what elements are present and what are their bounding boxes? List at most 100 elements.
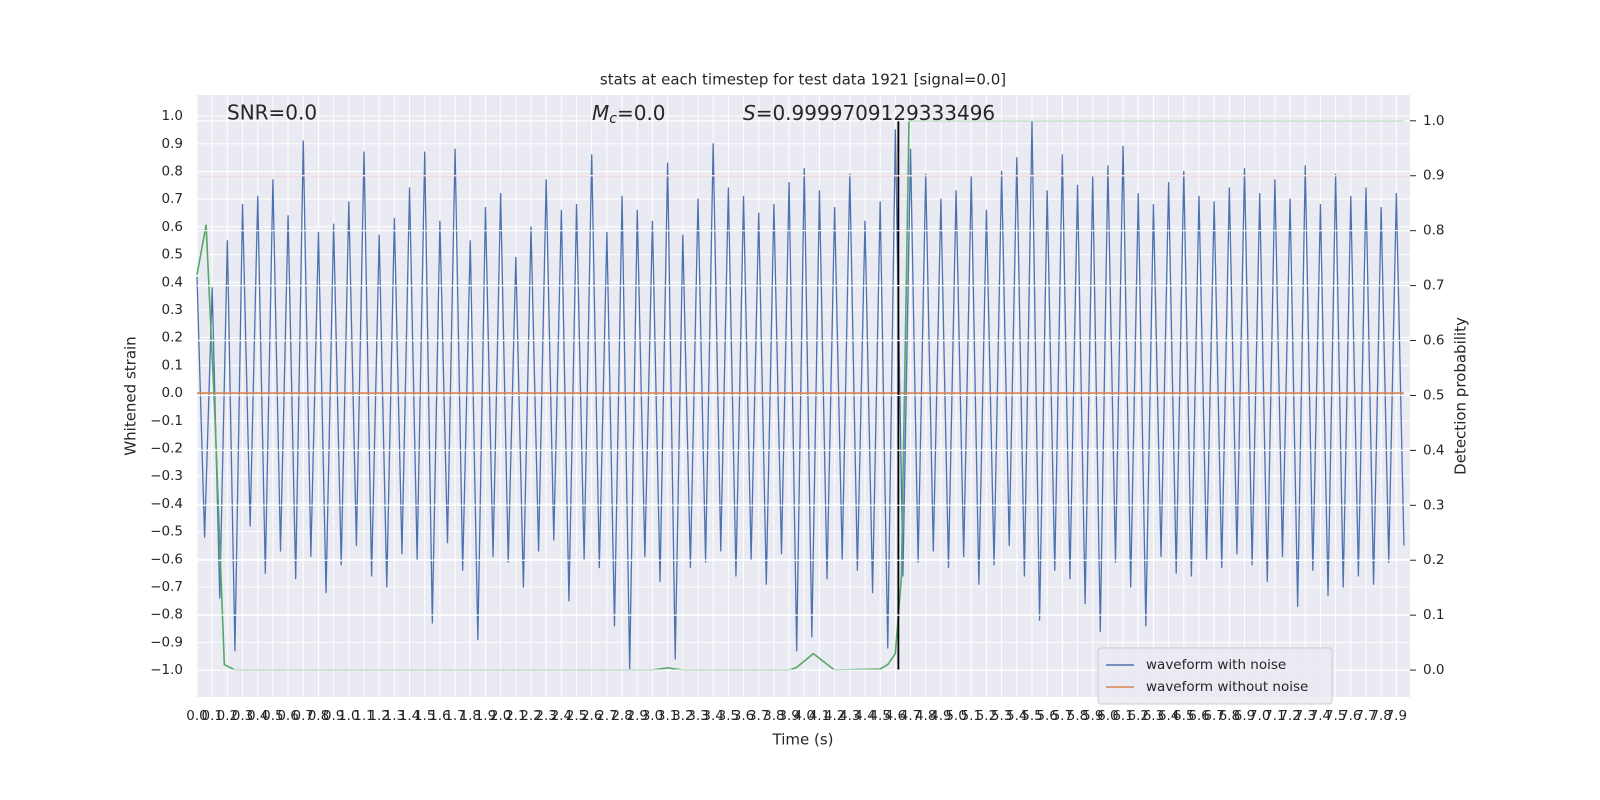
x-tick-label: 3.9: [778, 708, 799, 724]
x-tick-label: 6.3: [1143, 708, 1164, 724]
y-tick-label: 0.4: [162, 274, 183, 290]
y-tick-label: −0.4: [150, 496, 183, 512]
x-tick-label: 3.3: [687, 708, 708, 724]
x-tick-label: 1.9: [475, 708, 496, 724]
y2-tick-label: 0.0: [1423, 662, 1444, 678]
x-tick-label: 1.8: [460, 708, 481, 724]
x-tick-label: 7.2: [1279, 708, 1300, 724]
x-tick-label: 7.0: [1249, 708, 1270, 724]
y-tick-label: −0.6: [150, 551, 183, 567]
x-tick-label: 6.0: [1097, 708, 1118, 724]
y-tick-label: 0.3: [162, 302, 183, 318]
annotation-subscript: c: [609, 111, 617, 127]
x-tick-label: 1.2: [368, 708, 389, 724]
x-tick-label: 6.4: [1158, 708, 1179, 724]
x-tick-label: 4.2: [824, 708, 845, 724]
annotation-text: =0.9999709129333496: [756, 101, 995, 125]
x-tick-label: 1.5: [414, 708, 435, 724]
y-tick-label: 0.7: [162, 191, 183, 207]
x-tick-label: 4.0: [794, 708, 815, 724]
annotation-symbol: S: [743, 101, 756, 125]
legend-label: waveform without noise: [1146, 679, 1308, 695]
x-tick-label: 0.3: [232, 708, 253, 724]
x-tick-label: 4.9: [930, 708, 951, 724]
x-tick-label: 5.3: [991, 708, 1012, 724]
x-tick-label: 5.5: [1021, 708, 1042, 724]
x-tick-label: 3.5: [718, 708, 739, 724]
x-tick-label: 6.9: [1234, 708, 1255, 724]
y-tick-label: 0.1: [162, 357, 183, 373]
series-line: [196, 120, 1405, 671]
x-tick-label: 7.8: [1370, 708, 1391, 724]
x-tick-label: 2.4: [551, 708, 572, 724]
annotation-symbol: M: [592, 101, 609, 125]
y2-tick-label: 0.4: [1423, 442, 1444, 458]
y-tick-label: −0.2: [150, 440, 183, 456]
legend-label: waveform with noise: [1146, 657, 1286, 673]
x-tick-label: 0.1: [201, 708, 222, 724]
annotation: SNR=0.0: [227, 101, 317, 125]
x-tick-label: 1.6: [429, 708, 450, 724]
x-tick-label: 4.8: [915, 708, 936, 724]
x-tick-label: 4.6: [885, 708, 906, 724]
x-tick-label: 2.9: [627, 708, 648, 724]
y-tick-label: −0.7: [150, 579, 183, 595]
y-axis-label: Whitened strain: [122, 336, 140, 455]
x-tick-label: 1.0: [338, 708, 359, 724]
x-tick-label: 2.3: [535, 708, 556, 724]
y2-tick-label: 0.5: [1423, 387, 1444, 403]
x-tick-label: 2.0: [490, 708, 511, 724]
x-tick-label: 3.4: [702, 708, 723, 724]
x-tick-label: 6.6: [1188, 708, 1209, 724]
x-tick-label: 5.1: [961, 708, 982, 724]
x-tick-label: 5.0: [945, 708, 966, 724]
x-tick-label: 0.7: [293, 708, 314, 724]
x-tick-label: 4.5: [869, 708, 890, 724]
x-tick-label: 1.3: [384, 708, 405, 724]
x-tick-label: 5.2: [976, 708, 997, 724]
y2-tick-label: 0.3: [1423, 497, 1444, 513]
x-tick-label: 7.1: [1264, 708, 1285, 724]
y-tick-label: 0.0: [162, 385, 183, 401]
legend-box: [1097, 647, 1333, 705]
series-line: [196, 120, 1404, 671]
y-tick-label: −0.8: [150, 607, 183, 623]
x-tick-label: 7.7: [1355, 708, 1376, 724]
x-tick-label: 0.2: [217, 708, 238, 724]
y2-axis-label: Detection probability: [1452, 317, 1470, 475]
y-tick-label: −0.1: [150, 413, 183, 429]
y2-tick-label: 0.7: [1423, 278, 1444, 294]
x-tick-label: 4.3: [839, 708, 860, 724]
x-tick-label: 6.1: [1112, 708, 1133, 724]
y-tick-label: 0.5: [162, 247, 183, 263]
x-tick-label: 7.4: [1310, 708, 1331, 724]
y-tick-label: −0.3: [150, 468, 183, 484]
x-tick-label: 3.7: [748, 708, 769, 724]
y2-tick-label: 1.0: [1423, 113, 1444, 129]
annotation: Mc=0.0: [592, 101, 666, 128]
chart-title: stats at each timestep for test data 192…: [600, 71, 1006, 89]
x-tick-label: 3.6: [733, 708, 754, 724]
x-tick-label: 5.6: [1036, 708, 1057, 724]
y2-tick-label: 0.8: [1423, 223, 1444, 239]
y2-tick-label: 0.1: [1423, 607, 1444, 623]
x-tick-label: 5.9: [1082, 708, 1103, 724]
x-tick-label: 0.9: [323, 708, 344, 724]
x-tick-label: 2.1: [505, 708, 526, 724]
y-tick-label: −1.0: [150, 662, 183, 678]
x-tick-label: 0.5: [262, 708, 283, 724]
x-tick-label: 0.0: [186, 708, 207, 724]
x-tick-label: 7.6: [1340, 708, 1361, 724]
x-tick-label: 2.2: [520, 708, 541, 724]
y-tick-label: −0.5: [150, 524, 183, 540]
x-tick-label: 4.1: [809, 708, 830, 724]
grid-y2: [197, 120, 1410, 671]
x-tick-label: 3.2: [672, 708, 693, 724]
y-tick-label: 0.9: [162, 136, 183, 152]
y-tick-label: 0.2: [162, 330, 183, 346]
x-tick-label: 1.7: [444, 708, 465, 724]
x-tick-label: 1.4: [399, 708, 420, 724]
x-tick-label: 6.5: [1173, 708, 1194, 724]
annotation: S=0.9999709129333496: [743, 101, 995, 125]
